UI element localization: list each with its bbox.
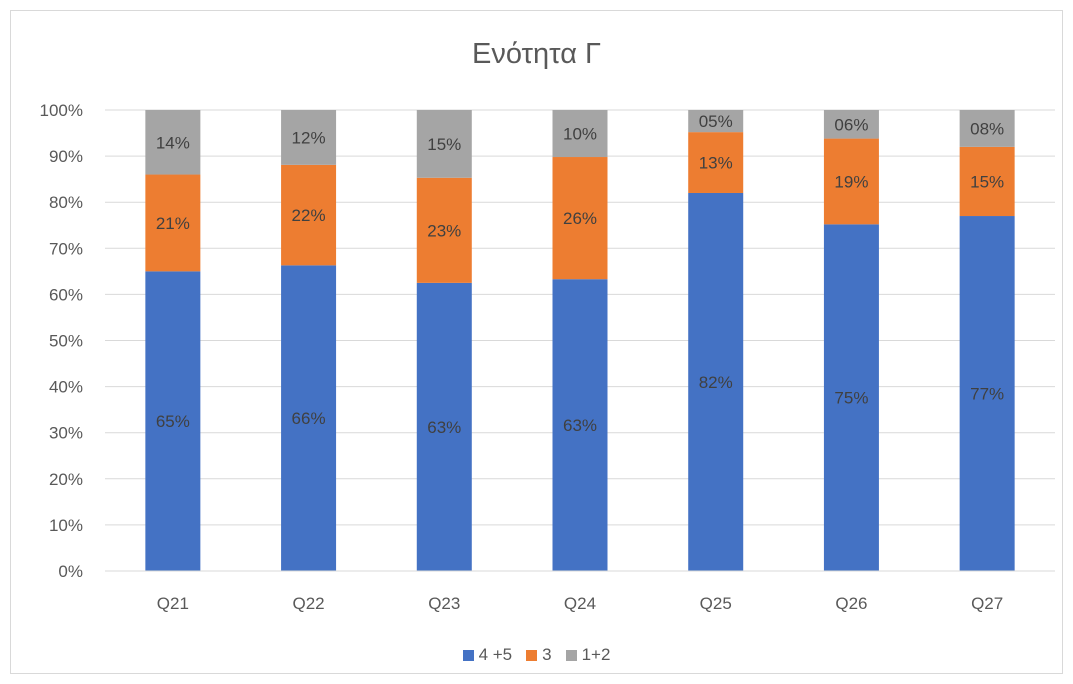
data-label: 15% <box>427 135 461 154</box>
data-label: 22% <box>292 206 326 225</box>
bar-segment <box>416 282 472 571</box>
data-label: 82% <box>699 373 733 392</box>
bar-segment <box>281 110 337 165</box>
bar-segment <box>823 224 879 571</box>
legend: 4 +5 3 1+2 <box>0 645 1073 665</box>
bar-segment <box>416 177 472 283</box>
y-tick-label: 70% <box>49 239 83 258</box>
data-label: 06% <box>834 115 868 134</box>
legend-swatch <box>462 649 474 661</box>
legend-item: 4 +5 <box>462 645 513 665</box>
bar-segment <box>959 216 1015 571</box>
bar-segment <box>552 110 608 158</box>
x-tick-label: Q21 <box>157 594 189 613</box>
data-label: 15% <box>970 172 1004 191</box>
data-label: 77% <box>970 385 1004 404</box>
data-label: 63% <box>563 416 597 435</box>
data-label: 66% <box>292 409 326 428</box>
x-tick-label: Q22 <box>293 594 325 613</box>
bar-segment <box>145 174 201 272</box>
stacked-bar-plot: 65% 21% 14% 66% 22% 12% 63% 23% 15% 63% 26% 10% 82% 1… <box>40 101 1055 613</box>
legend-item: 1+2 <box>565 645 611 665</box>
y-tick-label: 20% <box>49 470 83 489</box>
data-label: 10% <box>563 125 597 144</box>
data-label: 12% <box>292 128 326 147</box>
data-label: 21% <box>156 214 190 233</box>
axes: 0% 10% 20% 30% 40% 50% 60% 70% 80% 90% 100% Q21 Q22 Q… <box>40 101 1055 613</box>
y-tick-label: 30% <box>49 424 83 443</box>
x-tick-label: Q23 <box>428 594 460 613</box>
y-tick-label: 80% <box>49 193 83 212</box>
bar-segment <box>688 192 744 572</box>
data-label: 19% <box>834 172 868 191</box>
bar-segment <box>281 265 337 571</box>
bar-segment <box>823 138 879 225</box>
bar-segment <box>959 110 1015 147</box>
data-label: 63% <box>427 418 461 437</box>
data-labels: 65% 21% 14% 66% 22% 12% 63% 23% 15% 63% 26% 10% 82% 1… <box>156 112 1004 437</box>
y-tick-label: 10% <box>49 516 83 535</box>
data-label: 13% <box>699 154 733 173</box>
x-tick-label: Q27 <box>971 594 1003 613</box>
legend-swatch <box>565 649 577 661</box>
bar-segment <box>959 146 1015 217</box>
y-tick-label: 50% <box>49 332 83 351</box>
bar-segment <box>145 271 201 571</box>
bar-segment <box>145 110 201 175</box>
y-tick-label: 60% <box>49 285 83 304</box>
x-tick-label: Q26 <box>835 594 867 613</box>
legend-label: 3 <box>542 645 552 664</box>
x-tick-label: Q25 <box>700 594 732 613</box>
bar-segment <box>552 279 608 571</box>
bar-segment <box>281 164 337 266</box>
y-tick-label: 40% <box>49 378 83 397</box>
data-label: 75% <box>834 389 868 408</box>
bar-segment <box>552 157 608 280</box>
y-tick-label: 0% <box>58 562 83 581</box>
chart-title: Ενότητα Γ <box>472 38 601 70</box>
x-tick-label: Q24 <box>564 594 596 613</box>
bar-segment <box>823 110 879 139</box>
legend-label: 1+2 <box>581 645 611 664</box>
y-tick-label: 90% <box>49 147 83 166</box>
y-tick-label: 100% <box>40 101 83 120</box>
legend-item: 3 <box>526 645 552 665</box>
data-label: 14% <box>156 133 190 152</box>
data-label: 26% <box>563 209 597 228</box>
bar-segment <box>416 110 472 178</box>
bars <box>145 110 1015 572</box>
data-label: 08% <box>970 119 1004 138</box>
legend-swatch <box>526 649 538 661</box>
data-label: 65% <box>156 412 190 431</box>
legend-label: 4 +5 <box>478 645 513 664</box>
bar-segment <box>688 110 744 133</box>
bar-segment <box>688 132 744 193</box>
data-label: 05% <box>699 112 733 131</box>
data-label: 23% <box>427 221 461 240</box>
